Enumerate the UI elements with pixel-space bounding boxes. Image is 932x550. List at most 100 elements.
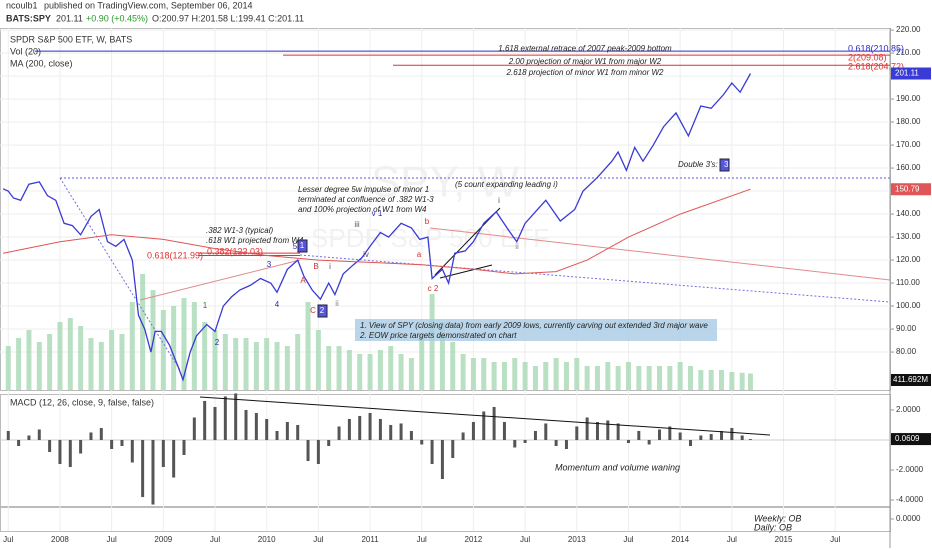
x-tick-label: Jul xyxy=(107,535,117,544)
macd-bar xyxy=(223,396,227,440)
annotation: Weekly: OB xyxy=(754,513,801,523)
macd-bar xyxy=(68,439,72,468)
y-tick-label: 180.00 xyxy=(896,117,921,126)
annotation: v 1 xyxy=(372,209,383,218)
volume-bar xyxy=(419,334,425,390)
volume-bar xyxy=(284,346,290,390)
macd-bar xyxy=(461,432,465,440)
macd-bar xyxy=(275,430,279,440)
macd-bar xyxy=(471,421,475,440)
macd-bar xyxy=(48,439,52,453)
volume-bar xyxy=(305,302,311,390)
macd-bar xyxy=(316,439,320,465)
trendline xyxy=(59,177,181,371)
volume-bar xyxy=(243,338,249,390)
macd-bar xyxy=(430,439,434,465)
macd-bar xyxy=(296,424,300,440)
author: ncoulb1 xyxy=(6,0,38,10)
volume-bar xyxy=(522,362,528,390)
ohlc: O:200.97 H:201.58 L:199.41 C:201.11 xyxy=(152,13,304,23)
volume-bar xyxy=(88,338,94,390)
annotation: 2.00 projection of major W1 from major W… xyxy=(508,57,662,66)
level-label: 0.618(121.99) xyxy=(147,250,203,260)
published: published on TradingView.com, September … xyxy=(44,0,252,10)
volume-bar xyxy=(26,330,32,390)
annotation: i xyxy=(498,196,500,205)
annotation: c 2 xyxy=(428,284,439,293)
trendline xyxy=(299,254,891,303)
volume-bar xyxy=(501,362,507,390)
annotation: (5 count expanding leading i) xyxy=(455,180,558,189)
volume-bar xyxy=(36,342,42,390)
macd-bar xyxy=(699,435,703,440)
macd-bar xyxy=(544,423,548,440)
macd-bar xyxy=(182,439,186,456)
macd-bar xyxy=(120,439,124,446)
volume-bar xyxy=(16,338,22,390)
legend: SPDR S&P 500 ETF, W, BATS xyxy=(10,34,132,44)
last-price: 201.11 xyxy=(56,13,83,23)
macd-bar xyxy=(254,412,258,440)
volume-bar xyxy=(747,373,753,390)
volume-bar xyxy=(656,366,662,390)
volume-bar xyxy=(667,366,673,390)
volume-bar xyxy=(336,346,342,390)
macd-bar xyxy=(306,439,310,462)
macd-bar xyxy=(192,417,196,440)
wave-label: 2 xyxy=(320,306,325,315)
x-tick-label: 2008 xyxy=(51,535,69,544)
price-line xyxy=(3,188,751,275)
macd-bar xyxy=(533,430,537,440)
annotation: 1 xyxy=(203,301,208,310)
legend: Vol (20) xyxy=(10,46,41,56)
annotation: .382 W1-3 (typical) xyxy=(206,226,273,235)
macd-bar xyxy=(440,439,444,480)
volume-bar xyxy=(326,346,332,390)
x-tick-label: Jul xyxy=(520,535,530,544)
y-tick-label: 100.00 xyxy=(896,301,921,310)
macd-bar xyxy=(409,430,413,440)
volume-bar xyxy=(367,354,373,390)
volume-bar xyxy=(615,366,621,390)
change: +0.90 (+0.45%) xyxy=(86,13,148,23)
y-tick-label: -4.0000 xyxy=(896,495,924,504)
volume-bar xyxy=(729,372,735,390)
y-tick-label: 0.0000 xyxy=(896,514,921,523)
volume-bar xyxy=(532,366,538,390)
macd-bar xyxy=(161,439,165,468)
volume-bar xyxy=(594,366,600,390)
level-label: 2(209.08) xyxy=(848,52,887,62)
volume-bar xyxy=(553,358,559,390)
macd-bar xyxy=(420,439,424,445)
volume-bar xyxy=(233,338,239,390)
x-tick-label: 2013 xyxy=(568,535,586,544)
y-tick-label: 210.00 xyxy=(896,48,921,57)
macd-bar xyxy=(27,435,31,440)
macd-bar xyxy=(554,439,558,446)
volume-bar xyxy=(543,362,549,390)
trendline xyxy=(439,264,493,279)
volume-bar xyxy=(708,370,714,390)
macd-bar xyxy=(575,426,579,440)
macd-bar xyxy=(172,439,176,478)
volume-bar xyxy=(719,370,725,390)
macd-bar xyxy=(6,430,10,440)
macd-bar xyxy=(368,412,372,440)
last-value-box xyxy=(891,67,931,80)
macd-bar xyxy=(244,409,248,440)
macd-bar xyxy=(492,406,496,440)
macd-bar xyxy=(564,439,568,449)
volume-bar xyxy=(739,372,745,390)
volume-bar xyxy=(274,342,280,390)
macd-bar xyxy=(730,427,734,440)
macd-bar xyxy=(234,393,238,440)
macd-bar xyxy=(389,424,393,440)
macd-bar xyxy=(37,429,41,440)
x-tick-label: 2009 xyxy=(154,535,172,544)
y-tick-label: 90.00 xyxy=(896,324,917,333)
macd-bar xyxy=(720,430,724,440)
volume-bar xyxy=(222,334,228,390)
macd-bar xyxy=(327,439,331,446)
volume-bar xyxy=(202,322,208,390)
label-box xyxy=(317,304,328,318)
